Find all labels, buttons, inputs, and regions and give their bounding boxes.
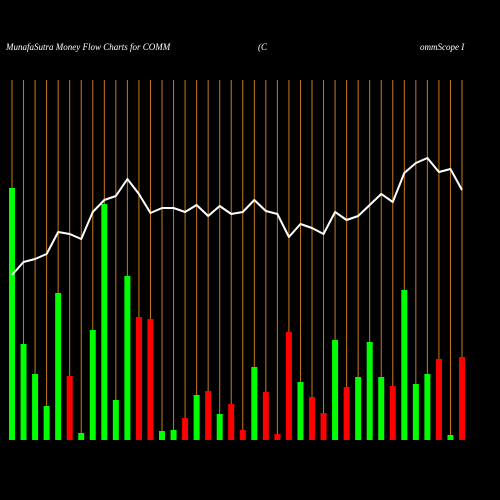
- bar: [147, 319, 154, 440]
- bar: [43, 406, 50, 440]
- bar: [447, 435, 454, 440]
- bar: [320, 413, 327, 440]
- bar: [262, 392, 269, 440]
- bar: [332, 340, 339, 440]
- bar: [239, 430, 246, 440]
- bar: [297, 382, 304, 440]
- chart-title: MunafaSutra Money Flow Charts for COMM: [5, 42, 171, 52]
- bar: [159, 431, 165, 440]
- bar: [101, 204, 108, 440]
- bar: [401, 290, 408, 440]
- chart-title-part: ommScope I: [420, 42, 465, 52]
- bar: [193, 395, 200, 440]
- bar: [343, 387, 350, 440]
- money-flow-line: [11, 157, 463, 276]
- bar: [112, 400, 119, 440]
- bar: [135, 317, 142, 440]
- bar: [378, 377, 385, 440]
- bar: [309, 397, 315, 440]
- bar: [366, 342, 373, 440]
- bar: [182, 418, 189, 440]
- bar: [274, 434, 281, 440]
- bar: [66, 376, 73, 440]
- chart-title-part: (C: [258, 42, 268, 52]
- bar: [228, 404, 235, 440]
- bar: [32, 374, 39, 440]
- bar: [78, 433, 85, 440]
- bar: [459, 357, 465, 440]
- bar: [55, 293, 62, 440]
- bar: [9, 188, 15, 440]
- bar: [20, 344, 27, 440]
- bar: [170, 430, 177, 440]
- bar: [124, 276, 131, 440]
- bar: [412, 384, 419, 440]
- bar: [435, 359, 442, 440]
- bar: [216, 414, 223, 440]
- bar: [285, 332, 292, 440]
- bar: [205, 391, 212, 440]
- bar: [251, 367, 258, 440]
- bar: [424, 374, 431, 440]
- bar: [355, 377, 362, 440]
- bar: [389, 386, 396, 440]
- bar: [89, 330, 96, 440]
